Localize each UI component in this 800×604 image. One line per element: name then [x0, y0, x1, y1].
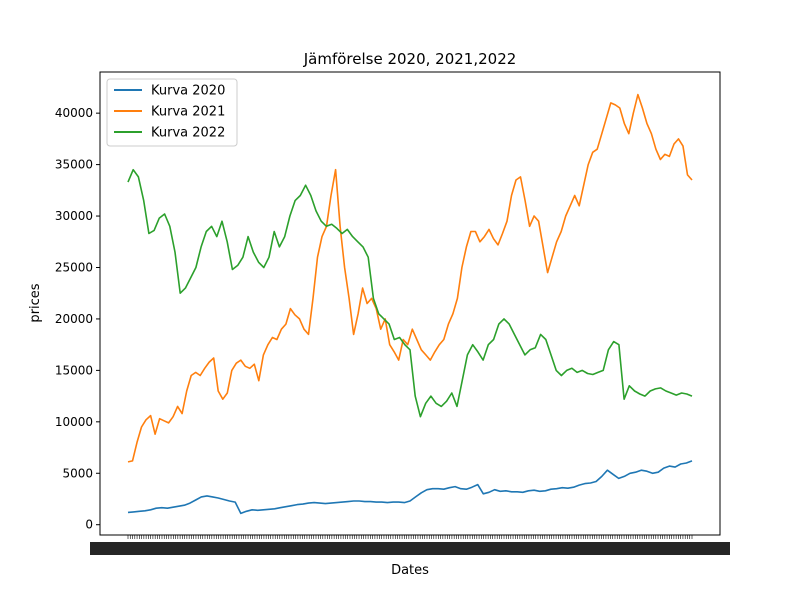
y-tick-label: 20000	[55, 312, 93, 326]
series-line-1	[127, 460, 693, 515]
y-tick-label: 15000	[55, 363, 93, 377]
x-axis-label: Dates	[391, 563, 429, 578]
chart-title: Jämförelse 2020, 2021,2022	[303, 50, 517, 68]
y-axis-ticks: 0 5000 10000 15000 20000 25000 30000 35000 40000	[55, 106, 100, 532]
series-lines	[127, 93, 693, 515]
y-axis-label: prices	[28, 283, 43, 322]
y-tick-label: 10000	[55, 415, 93, 429]
y-tick-label: 0	[85, 518, 93, 532]
series-line-2	[127, 93, 693, 463]
x-axis-ticks	[90, 535, 730, 555]
y-tick-label: 30000	[55, 209, 93, 223]
y-tick-label: 25000	[55, 260, 93, 274]
y-tick-label: 35000	[55, 158, 93, 172]
series-line-3	[127, 168, 693, 418]
legend: Kurva 2020 Kurva 2021 Kurva 2022	[106, 78, 238, 147]
legend-box	[106, 78, 238, 147]
legend-label-2: Kurva 2021	[151, 105, 225, 120]
y-tick-label: 40000	[55, 106, 93, 120]
y-tick-label: 5000	[62, 466, 93, 480]
legend-label-3: Kurva 2022	[151, 126, 225, 141]
x-tick-labels-overlap	[90, 542, 730, 555]
legend-label-1: Kurva 2020	[151, 84, 225, 99]
plot-area	[99, 71, 721, 536]
